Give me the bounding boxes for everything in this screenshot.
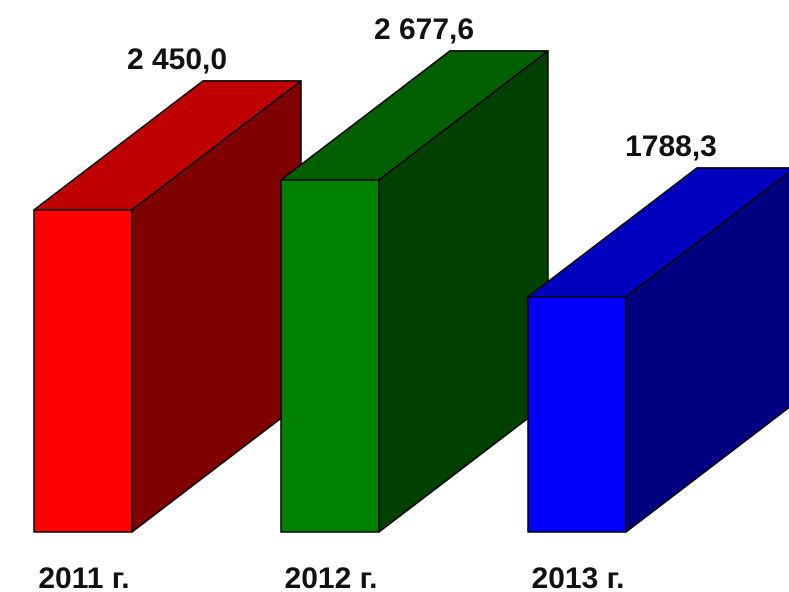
bar-1-value-label: 2 450,0: [127, 43, 227, 76]
category-label-1: 2011 г.: [38, 562, 129, 592]
bar-1-front-face: [33, 209, 133, 533]
bar-3-value-label: 1788,3: [625, 130, 717, 163]
category-label-2: 2012 г.: [285, 562, 378, 592]
bar-2-value-label: 2 677,6: [374, 13, 474, 46]
bar-3-front-face: [527, 296, 627, 533]
bar-2-front-face: [280, 179, 380, 533]
category-label-3: 2013 г.: [532, 562, 625, 592]
